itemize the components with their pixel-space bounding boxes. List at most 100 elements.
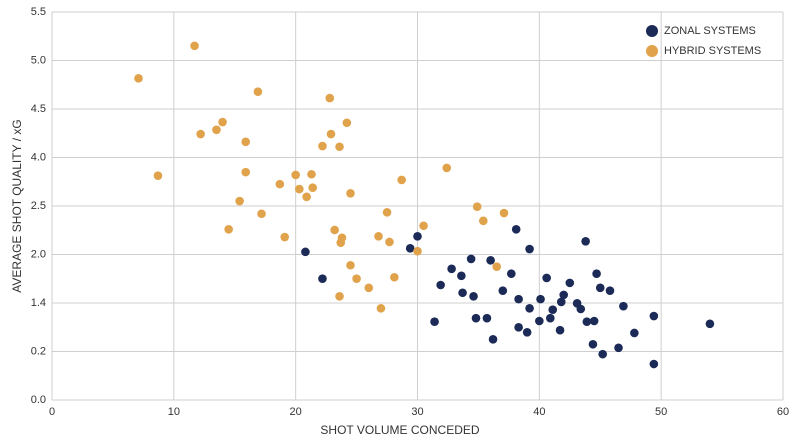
point xyxy=(385,237,394,247)
y-tick-label: 4.5 xyxy=(31,103,46,115)
point xyxy=(598,349,607,359)
point xyxy=(486,256,495,265)
point xyxy=(442,163,452,173)
point xyxy=(649,311,659,321)
point xyxy=(212,125,221,135)
point xyxy=(326,129,336,139)
point xyxy=(478,216,488,226)
point xyxy=(257,209,266,219)
point xyxy=(458,288,467,298)
point xyxy=(522,327,532,337)
point xyxy=(308,183,318,192)
point xyxy=(447,264,456,274)
point xyxy=(352,274,361,283)
point xyxy=(405,244,415,253)
y-tick-label: 5.0 xyxy=(31,54,46,66)
point xyxy=(241,167,251,177)
x-axis-label: SHOT VOLUME CONCEDED xyxy=(320,423,479,437)
legend-label: ZONAL SYSTEMS xyxy=(664,25,756,37)
legend-label: HYBRID SYSTEMS xyxy=(664,45,761,57)
point xyxy=(511,224,521,234)
point xyxy=(153,171,163,180)
x-tick-label: 50 xyxy=(655,406,667,418)
point xyxy=(514,323,523,332)
point xyxy=(582,317,592,326)
point xyxy=(649,359,659,369)
point xyxy=(471,313,481,323)
point xyxy=(507,269,516,279)
point xyxy=(413,232,422,241)
point xyxy=(556,297,566,307)
point xyxy=(382,208,392,217)
point xyxy=(466,254,476,264)
point xyxy=(525,303,534,313)
legend-marker xyxy=(646,25,658,37)
y-tick-label: 0.2 xyxy=(31,345,46,357)
point xyxy=(253,87,263,97)
point xyxy=(581,236,590,246)
point xyxy=(605,286,615,295)
point xyxy=(196,129,205,139)
point xyxy=(614,343,623,353)
point xyxy=(514,294,523,304)
x-tick-label: 60 xyxy=(777,406,789,418)
point xyxy=(190,41,199,51)
point xyxy=(589,316,599,326)
point xyxy=(397,175,406,185)
point xyxy=(364,283,374,293)
point xyxy=(218,117,227,127)
x-tick-label: 30 xyxy=(411,406,423,418)
point xyxy=(275,179,285,189)
point xyxy=(390,272,399,282)
point xyxy=(307,169,316,179)
y-tick-label: 2.5 xyxy=(31,200,46,212)
y-tick-label: 2.0 xyxy=(31,248,46,260)
point xyxy=(301,247,310,257)
point xyxy=(330,225,339,235)
point xyxy=(559,290,568,300)
point xyxy=(318,141,327,151)
point xyxy=(555,325,565,335)
point xyxy=(457,271,466,281)
point xyxy=(325,93,335,103)
point xyxy=(342,118,352,128)
x-tick-label: 40 xyxy=(533,406,545,418)
point xyxy=(548,305,558,315)
legend-marker xyxy=(646,45,658,57)
point xyxy=(535,316,544,326)
x-tick-label: 0 xyxy=(49,406,55,418)
point xyxy=(576,304,586,314)
point xyxy=(436,280,445,290)
point xyxy=(472,202,482,212)
point xyxy=(224,224,233,234)
point xyxy=(280,232,290,242)
point xyxy=(430,317,439,326)
point xyxy=(565,278,575,288)
point xyxy=(419,221,428,231)
y-tick-label: 1.4 xyxy=(31,297,46,309)
point xyxy=(630,328,639,338)
point xyxy=(488,335,498,344)
point xyxy=(705,319,715,329)
point xyxy=(469,291,478,301)
point xyxy=(498,286,508,295)
point xyxy=(374,232,383,241)
point xyxy=(592,269,601,279)
x-tick-label: 20 xyxy=(290,406,302,418)
point xyxy=(335,142,344,152)
point xyxy=(499,208,509,218)
point xyxy=(295,184,304,194)
point xyxy=(482,313,492,323)
point xyxy=(346,260,355,270)
point xyxy=(588,339,598,349)
point xyxy=(346,189,355,198)
point xyxy=(376,303,386,313)
point xyxy=(235,196,244,206)
point xyxy=(536,294,545,304)
point xyxy=(545,313,555,323)
point xyxy=(241,137,251,147)
point xyxy=(318,274,327,283)
point xyxy=(335,291,344,301)
point xyxy=(525,244,534,254)
